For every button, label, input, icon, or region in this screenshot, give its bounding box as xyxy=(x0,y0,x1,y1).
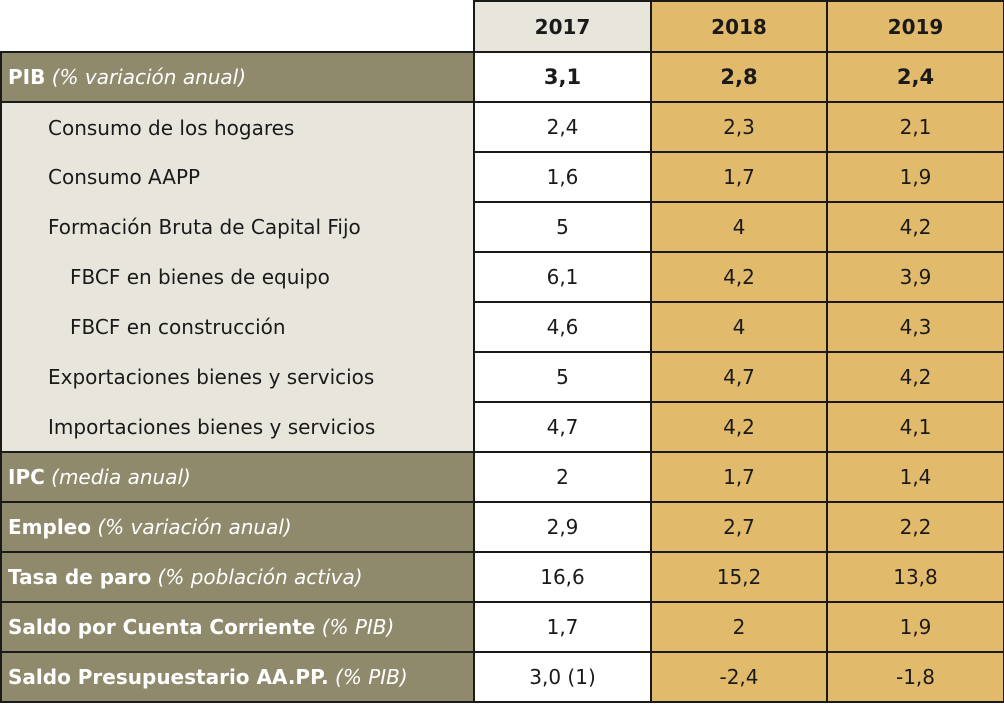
table-row: Saldo Presupuestario AA.PP. (% PIB) 3,0 … xyxy=(0,651,1004,703)
table-row: Tasa de paro (% población activa) 16,6 1… xyxy=(0,551,1004,603)
table-row: FBCF en bienes de equipo 6,1 4,2 3,9 xyxy=(0,251,1004,303)
value-cell: 3,1 xyxy=(473,51,652,103)
row-label-name: Saldo Presupuestario AA.PP. xyxy=(8,665,329,689)
value-cell: 2,9 xyxy=(473,501,652,553)
row-label-unit: (media anual) xyxy=(51,465,191,489)
row-label: Saldo Presupuestario AA.PP. (% PIB) xyxy=(0,651,475,703)
value-cell: 4,6 xyxy=(473,301,652,353)
row-label: IPC (media anual) xyxy=(0,451,475,503)
table-row: Empleo (% variación anual) 2,9 2,7 2,2 xyxy=(0,501,1004,553)
year-header: 2018 xyxy=(650,0,828,53)
row-label-name: Tasa de paro xyxy=(8,565,152,589)
row-label-unit: (% PIB) xyxy=(321,615,395,639)
value-cell: 4 xyxy=(650,201,828,253)
value-cell: 4,1 xyxy=(826,401,1004,453)
value-cell: 2,4 xyxy=(826,51,1004,103)
value-cell: 4,3 xyxy=(826,301,1004,353)
value-cell: 2 xyxy=(473,451,652,503)
row-label: Formación Bruta de Capital Fijo xyxy=(0,202,475,252)
value-cell: 2,4 xyxy=(473,101,652,153)
table-row: Exportaciones bienes y servicios 5 4,7 4… xyxy=(0,351,1004,403)
value-cell: 1,7 xyxy=(650,151,828,203)
row-label-unit: (% población activa) xyxy=(157,565,363,589)
row-label-unit: (% variación anual) xyxy=(97,515,292,539)
value-cell: 1,9 xyxy=(826,151,1004,203)
year-header: 2019 xyxy=(826,0,1004,53)
table-row: Saldo por Cuenta Corriente (% PIB) 1,7 2… xyxy=(0,601,1004,653)
value-cell: 5 xyxy=(473,201,652,253)
row-label: Consumo de los hogares xyxy=(0,101,475,152)
row-label: Consumo AAPP xyxy=(0,152,475,202)
value-cell: 1,7 xyxy=(650,451,828,503)
value-cell: 3,9 xyxy=(826,251,1004,303)
value-cell: 2 xyxy=(650,601,828,653)
value-cell: 2,1 xyxy=(826,101,1004,153)
table-row: Consumo de los hogares 2,4 2,3 2,1 xyxy=(0,101,1004,153)
value-cell: 4,2 xyxy=(826,351,1004,403)
value-cell: 4,7 xyxy=(650,351,828,403)
table-row: IPC (media anual) 2 1,7 1,4 xyxy=(0,451,1004,503)
row-label: PIB (% variación anual) xyxy=(0,51,475,103)
table-row: Consumo AAPP 1,6 1,7 1,9 xyxy=(0,151,1004,203)
table-row: FBCF en construcción 4,6 4 4,3 xyxy=(0,301,1004,353)
value-cell: 2,3 xyxy=(650,101,828,153)
row-label: Saldo por Cuenta Corriente (% PIB) xyxy=(0,601,475,653)
value-cell: 16,6 xyxy=(473,551,652,603)
value-cell: 6,1 xyxy=(473,251,652,303)
value-cell: -1,8 xyxy=(826,651,1004,703)
value-cell: 4,2 xyxy=(826,201,1004,253)
table-row: Formación Bruta de Capital Fijo 5 4 4,2 xyxy=(0,201,1004,253)
table-row: Importaciones bienes y servicios 4,7 4,2… xyxy=(0,401,1004,453)
value-cell: 1,4 xyxy=(826,451,1004,503)
row-label-name: PIB xyxy=(8,65,46,89)
value-cell: 3,0 (1) xyxy=(473,651,652,703)
row-label-unit: (% PIB) xyxy=(335,665,408,689)
value-cell: 2,7 xyxy=(650,501,828,553)
value-cell: 1,7 xyxy=(473,601,652,653)
year-header: 2017 xyxy=(473,0,652,53)
value-cell: 4 xyxy=(650,301,828,353)
row-label: Tasa de paro (% población activa) xyxy=(0,551,475,603)
value-cell: 13,8 xyxy=(826,551,1004,603)
value-cell: 4,7 xyxy=(473,401,652,453)
value-cell: 4,2 xyxy=(650,251,828,303)
row-label: FBCF en construcción xyxy=(0,302,475,352)
row-label-unit: (% variación anual) xyxy=(51,65,247,89)
value-cell: 2,8 xyxy=(650,51,828,103)
corner-cell xyxy=(1,1,474,52)
value-cell: 4,2 xyxy=(650,401,828,453)
value-cell: 1,9 xyxy=(826,601,1004,653)
row-label-name: IPC xyxy=(8,465,45,489)
value-cell: 1,6 xyxy=(473,151,652,203)
value-cell: 15,2 xyxy=(650,551,828,603)
row-label: Empleo (% variación anual) xyxy=(0,501,475,553)
value-cell: 5 xyxy=(473,351,652,403)
row-label-name: Saldo por Cuenta Corriente xyxy=(8,615,316,639)
row-label: FBCF en bienes de equipo xyxy=(0,252,475,302)
table-row: PIB (% variación anual) 3,1 2,8 2,4 xyxy=(0,51,1004,103)
value-cell: -2,4 xyxy=(650,651,828,703)
row-label-name: Empleo xyxy=(8,515,91,539)
row-label: Exportaciones bienes y servicios xyxy=(0,352,475,402)
row-label: Importaciones bienes y servicios xyxy=(0,402,475,453)
value-cell: 2,2 xyxy=(826,501,1004,553)
header-row: 2017 2018 2019 xyxy=(1,0,1004,53)
